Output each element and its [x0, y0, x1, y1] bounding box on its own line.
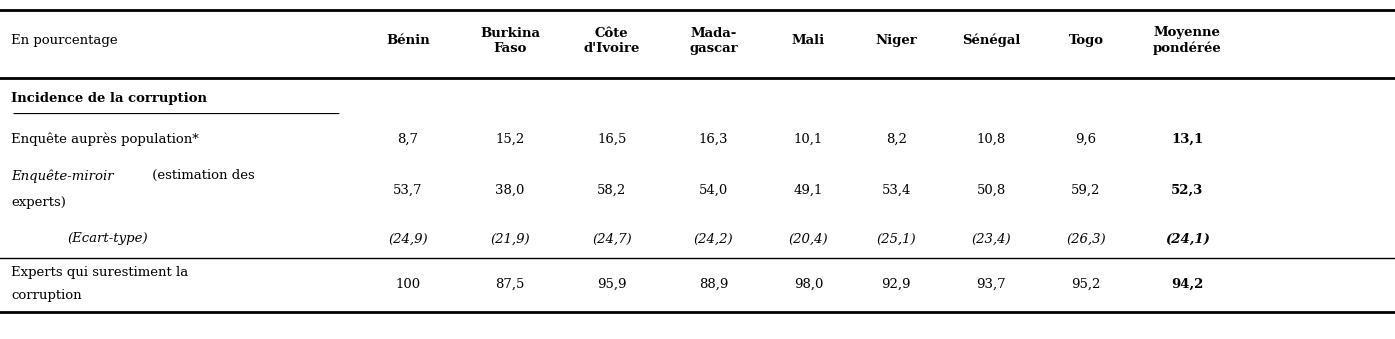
Text: 8,2: 8,2	[886, 133, 907, 145]
Text: (25,1): (25,1)	[876, 233, 917, 245]
Text: Mada-
gascar: Mada- gascar	[689, 27, 738, 55]
Text: 58,2: 58,2	[597, 183, 626, 196]
Text: Incidence de la corruption: Incidence de la corruption	[11, 92, 208, 105]
Text: 16,5: 16,5	[597, 133, 626, 145]
Text: experts): experts)	[11, 196, 66, 208]
Text: 52,3: 52,3	[1170, 183, 1204, 196]
Text: En pourcentage: En pourcentage	[11, 34, 117, 47]
Text: 16,3: 16,3	[699, 133, 728, 145]
Text: 59,2: 59,2	[1071, 183, 1101, 196]
Text: 100: 100	[395, 278, 421, 291]
Text: 9,6: 9,6	[1076, 133, 1096, 145]
Text: 94,2: 94,2	[1170, 278, 1204, 291]
Text: 10,1: 10,1	[794, 133, 823, 145]
Text: Experts qui surestiment la: Experts qui surestiment la	[11, 266, 188, 279]
Text: 8,7: 8,7	[398, 133, 418, 145]
Text: 98,0: 98,0	[794, 278, 823, 291]
Text: 50,8: 50,8	[976, 183, 1006, 196]
Text: 49,1: 49,1	[794, 183, 823, 196]
Text: 87,5: 87,5	[495, 278, 525, 291]
Text: 95,2: 95,2	[1071, 278, 1101, 291]
Text: Bénin: Bénin	[386, 34, 430, 47]
Text: (estimation des: (estimation des	[148, 169, 255, 182]
Text: 88,9: 88,9	[699, 278, 728, 291]
Text: 53,4: 53,4	[882, 183, 911, 196]
Text: Moyenne
pondérée: Moyenne pondérée	[1152, 26, 1222, 55]
Text: 38,0: 38,0	[495, 183, 525, 196]
Text: (24,1): (24,1)	[1165, 233, 1209, 245]
Text: Sénégal: Sénégal	[963, 34, 1020, 47]
Text: (24,9): (24,9)	[388, 233, 428, 245]
Text: 15,2: 15,2	[495, 133, 525, 145]
Text: 54,0: 54,0	[699, 183, 728, 196]
Text: (Ecart-type): (Ecart-type)	[67, 233, 148, 245]
Text: Enquête-miroir: Enquête-miroir	[11, 169, 114, 183]
Text: Côte
d'Ivoire: Côte d'Ivoire	[583, 27, 640, 55]
Text: 53,7: 53,7	[393, 183, 423, 196]
Text: (26,3): (26,3)	[1066, 233, 1106, 245]
Text: 13,1: 13,1	[1170, 133, 1204, 145]
Text: 92,9: 92,9	[882, 278, 911, 291]
Text: (20,4): (20,4)	[788, 233, 829, 245]
Text: 93,7: 93,7	[976, 278, 1006, 291]
Text: (24,7): (24,7)	[591, 233, 632, 245]
Text: Togo: Togo	[1069, 34, 1103, 47]
Text: Mali: Mali	[792, 34, 824, 47]
Text: (24,2): (24,2)	[693, 233, 734, 245]
Text: (21,9): (21,9)	[490, 233, 530, 245]
Text: Enquête auprès population*: Enquête auprès population*	[11, 132, 199, 146]
Text: Niger: Niger	[876, 34, 917, 47]
Text: (23,4): (23,4)	[971, 233, 1011, 245]
Text: corruption: corruption	[11, 289, 82, 302]
Text: Burkina
Faso: Burkina Faso	[480, 27, 540, 55]
Text: 10,8: 10,8	[976, 133, 1006, 145]
Text: 95,9: 95,9	[597, 278, 626, 291]
